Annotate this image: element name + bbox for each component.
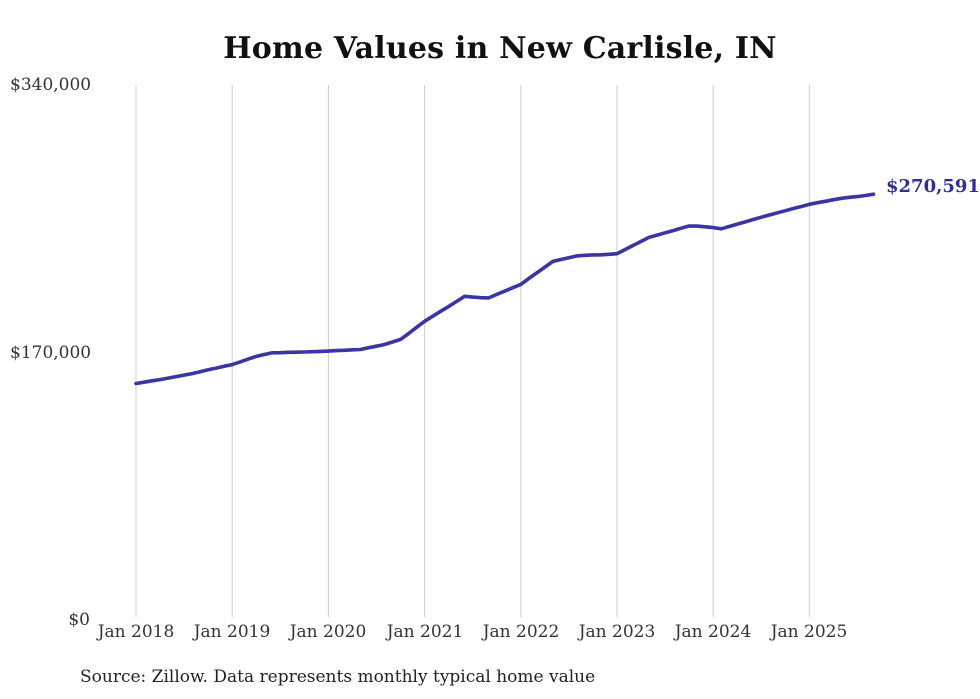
- x-axis-tick-jan-2024: Jan 2024: [674, 622, 752, 642]
- x-axis-tick-jan-2018: Jan 2018: [97, 622, 175, 642]
- x-axis-tick-jan-2022: Jan 2022: [482, 622, 560, 642]
- current-value-label: $270,591: [886, 176, 980, 197]
- chart-title: Home Values in New Carlisle, IN: [223, 31, 777, 66]
- x-axis-tick-jan-2025: Jan 2025: [770, 622, 848, 642]
- x-axis-tick-jan-2023: Jan 2023: [578, 622, 656, 642]
- x-axis-tick-jan-2019: Jan 2019: [193, 622, 271, 642]
- y-axis-tick-170000: $170,000: [10, 343, 92, 363]
- x-axis-tick-jan-2020: Jan 2020: [289, 622, 367, 642]
- home-value-line-series: [134, 192, 876, 386]
- y-axis-tick-340000: $340,000: [10, 75, 92, 95]
- y-axis-tick-0: $0: [68, 610, 90, 630]
- source-attribution: Source: Zillow. Data represents monthly …: [80, 667, 596, 687]
- x-axis-tick-jan-2021: Jan 2021: [386, 622, 464, 642]
